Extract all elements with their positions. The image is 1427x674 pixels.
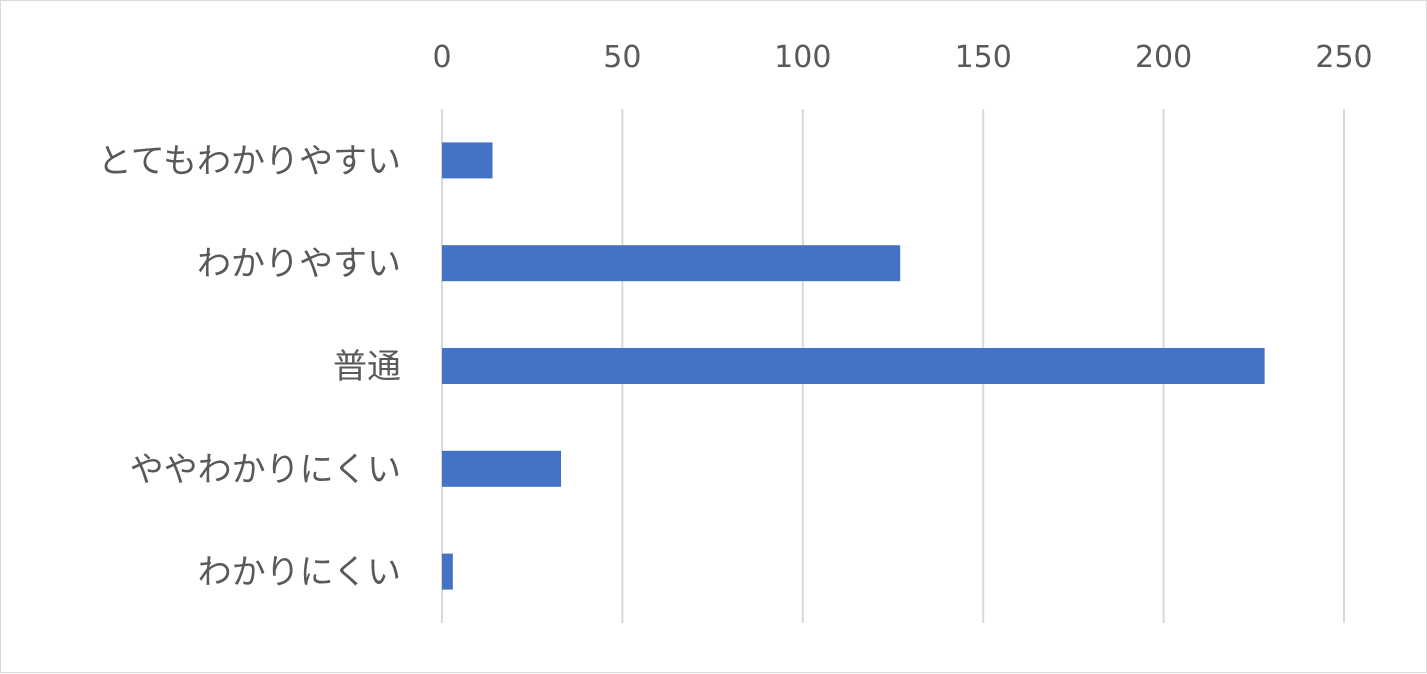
x-tick-label: 0 xyxy=(432,40,451,75)
category-label: わかりやすい xyxy=(197,244,401,284)
category-label: わかりにくい xyxy=(198,553,401,593)
category-label: 普通 xyxy=(333,347,401,387)
bar-5 xyxy=(442,553,453,590)
x-tick-label: 200 xyxy=(1135,40,1192,75)
x-axis-ticks: 0 50 100 150 200 250 xyxy=(432,40,1372,75)
x-tick-label: 150 xyxy=(955,40,1012,75)
category-label: とてもわかりやすい xyxy=(98,141,401,181)
bar-4 xyxy=(442,450,562,487)
bar-3 xyxy=(442,348,1265,384)
x-tick-label: 100 xyxy=(774,40,831,75)
category-label: ややわかりにくい xyxy=(130,450,401,490)
x-tick-label: 250 xyxy=(1315,40,1372,75)
bar-2 xyxy=(442,245,901,282)
bars xyxy=(442,142,1265,590)
bar-1 xyxy=(442,142,493,179)
x-tick-label: 50 xyxy=(603,40,641,75)
